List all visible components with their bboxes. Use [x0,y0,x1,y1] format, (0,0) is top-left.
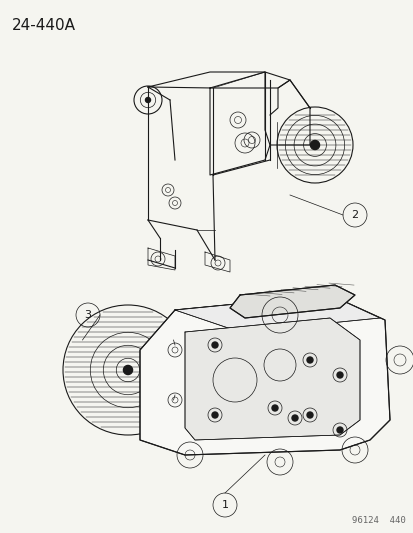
Text: 2: 2 [351,210,358,220]
Circle shape [336,372,342,378]
Circle shape [211,412,218,418]
Circle shape [123,366,132,375]
Circle shape [306,412,312,418]
Text: 96124  440: 96124 440 [351,516,405,525]
Circle shape [310,140,319,150]
Circle shape [271,405,277,411]
Polygon shape [140,295,389,455]
Circle shape [211,342,218,348]
Polygon shape [230,285,354,318]
Text: 24-440A: 24-440A [12,18,76,33]
Circle shape [291,415,297,421]
Text: 3: 3 [84,310,91,320]
Polygon shape [175,295,379,332]
Polygon shape [185,318,359,440]
Circle shape [145,98,150,102]
Circle shape [306,357,312,363]
Circle shape [336,427,342,433]
Text: 1: 1 [221,500,228,510]
